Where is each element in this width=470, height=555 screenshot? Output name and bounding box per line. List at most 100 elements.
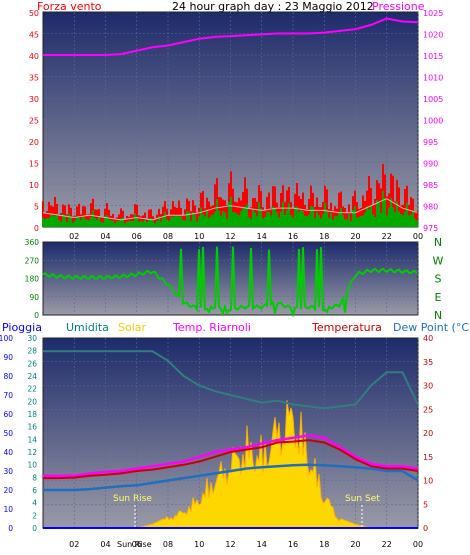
rain-tick-label: 90 [3,353,13,362]
pressure-label: Pressione [372,0,425,13]
x-tick-label: 06 [132,232,142,241]
temperature-tick-label: 15 [423,453,433,462]
x-tick-label: 04 [100,540,110,549]
humidity-tick-label: 26 [27,359,37,368]
solar-label: Solar [118,321,147,334]
pressure-tick-label: 1025 [423,9,443,18]
temp-riarnoli-line [43,434,419,478]
dewpoint-label: Dew Point (°C) [393,321,470,334]
direction-tick-label: 270 [25,256,40,265]
x-tick-label: 08 [163,232,173,241]
direction-letter: N [434,309,442,322]
temperature-tick-label: 20 [423,429,433,438]
wind-tick-label: 10 [29,181,39,190]
wind-average-line [42,198,418,221]
direction-tick-label: 180 [25,275,40,284]
x-tick-label: 00 [413,232,423,241]
rain-tick-label: 50 [3,429,13,438]
wind-tick-label: 45 [29,31,39,40]
humidity-tick-label: 20 [27,397,37,406]
wind-tick-label: 20 [29,138,39,147]
rain-tick-label: 30 [3,467,13,476]
x-tick-label: 18 [319,232,329,241]
temperature-axis-ticks: 40 35 30 25 20 15 10 5 0 [423,334,433,533]
rain-tick-label: 0 [8,524,13,533]
temp-riarnoli-label: Temp. Riarnoli [172,321,251,334]
humidity-tick-label: 0 [32,524,37,533]
x-tick-label: 02 [69,540,79,549]
wind-tick-label: 15 [29,160,39,169]
temperature-tick-label: 40 [423,334,433,343]
humidity-tick-label: 14 [27,435,37,444]
direction-tick-label: 90 [29,293,39,302]
temperature-tick-label: 30 [423,382,433,391]
x-tick-label: 08 [163,540,173,549]
humidity-tick-label: 10 [27,461,37,470]
x-tick-label: 20 [350,232,360,241]
sunset-label: Sun Set [345,494,380,504]
dewpoint-line [43,463,419,492]
x-tick-label: 14 [257,232,267,241]
x-tick-label: 10 [194,540,204,549]
wind-tick-label: 50 [29,9,39,18]
wind-tick-label: 35 [29,74,39,83]
sunrise-label: Sun Rise [113,494,152,504]
direction-letter: S [435,273,442,286]
wind-x-ticks: 02 04 06 08 10 12 14 16 18 20 22 00 [69,232,423,241]
wind-label: Forza vento [37,0,102,13]
pressure-tick-label: 975 [423,224,438,233]
x-tick-label: 18 [319,540,329,549]
pressure-tick-label: 985 [423,181,438,190]
temperature-line [43,439,419,480]
humidity-tick-label: 30 [27,334,37,343]
pressure-tick-label: 1005 [423,95,443,104]
sunrise-axis-label: Sun Rise [117,540,152,549]
wind-tick-label: 25 [29,117,39,126]
wind-tick-label: 40 [29,52,39,61]
pressure-tick-label: 1015 [423,52,443,61]
rain-label: Pioggia [2,321,42,334]
direction-letter: N [434,236,442,249]
humidity-label: Umidita [66,321,109,334]
humidity-tick-label: 28 [27,347,37,356]
x-tick-label: 02 [69,232,79,241]
pressure-tick-label: 1000 [423,117,443,126]
x-tick-label: 06 [132,540,142,549]
x-tick-label: 12 [225,232,235,241]
pressure-tick-label: 1010 [423,74,443,83]
pressure-axis-ticks: 1025 1020 1015 1010 1005 1000 995 990 985 980 975 [423,9,443,233]
wind-direction-line [42,246,418,318]
pressure-tick-label: 980 [423,203,438,212]
rain-tick-label: 80 [3,372,13,381]
direction-letter: E [435,291,442,304]
x-tick-label: 14 [257,540,267,549]
wind-tick-label: 5 [34,203,39,212]
humidity-line [43,350,419,410]
x-tick-label: 16 [288,232,298,241]
direction-tick-label: 360 [25,238,40,247]
humidity-tick-label: 16 [27,423,37,432]
humidity-tick-label: 4 [32,499,37,508]
wind-speed-bars [42,164,418,227]
humidity-tick-label: 22 [27,385,37,394]
pressure-tick-label: 990 [423,160,438,169]
rain-tick-label: 20 [3,486,13,495]
pressure-line [43,17,419,56]
rain-tick-label: 60 [3,410,13,419]
x-tick-label: 00 [413,540,423,549]
temperature-tick-label: 0 [423,524,428,533]
humidity-tick-label: 12 [27,448,37,457]
temperature-label: Temperatura [311,321,382,334]
x-tick-label: 20 [350,540,360,549]
rain-tick-label: 10 [3,505,13,514]
humidity-tick-label: 8 [32,473,37,482]
pressure-tick-label: 995 [423,138,438,147]
direction-axis-ticks: 360 270 180 90 0 [25,238,40,320]
direction-tick-label: 0 [34,311,39,320]
x-tick-label: 22 [382,540,392,549]
